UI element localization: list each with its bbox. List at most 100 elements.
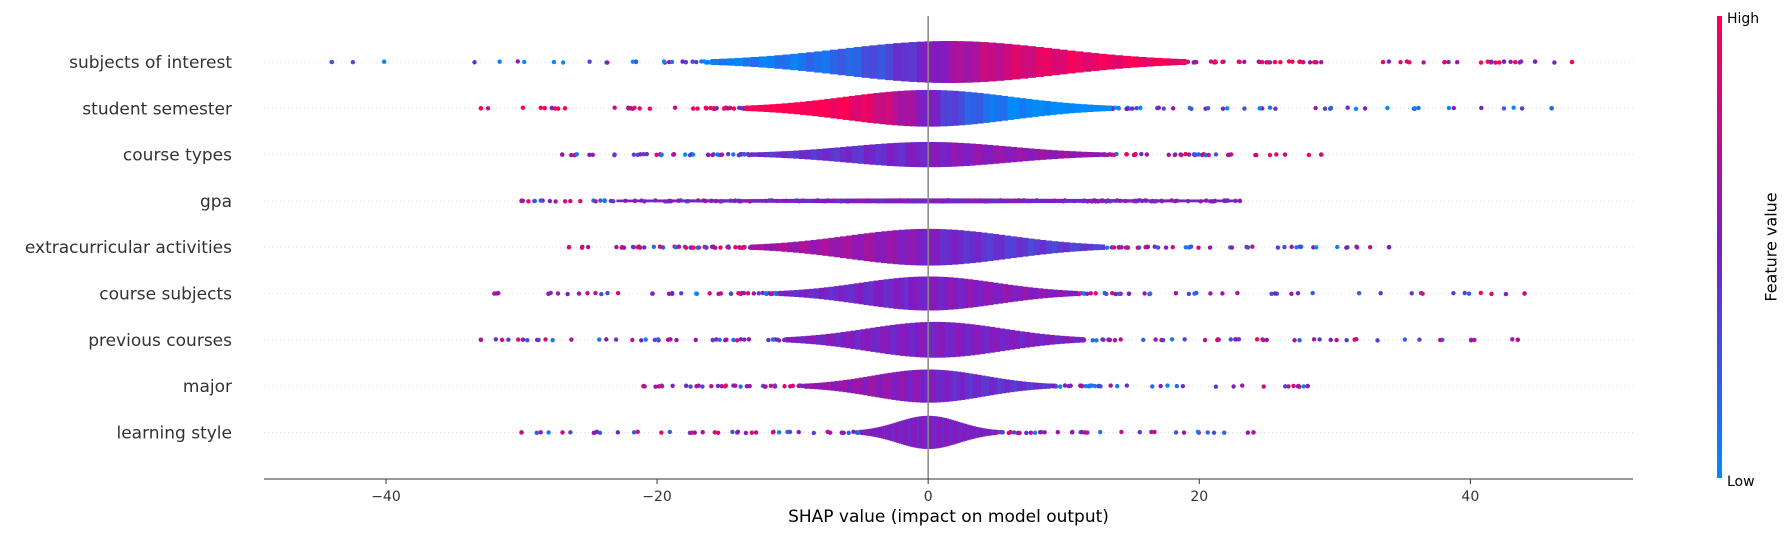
violin-strip — [840, 332, 847, 348]
shap-dot — [608, 198, 614, 204]
violin-strip — [898, 277, 904, 310]
shap-dot — [1118, 337, 1123, 342]
shap-dot — [1242, 59, 1247, 65]
violin-strip — [810, 335, 817, 345]
violin-strip — [1086, 243, 1094, 251]
shap-dot — [1485, 59, 1490, 64]
shap-dot — [707, 291, 712, 296]
shap-dot — [766, 337, 771, 343]
shap-dot — [1307, 60, 1313, 65]
violin-strip — [1115, 199, 1127, 203]
shap-dot — [525, 338, 530, 343]
violin-strip — [1011, 44, 1021, 80]
violin-strip — [1167, 199, 1179, 203]
shap-dot — [1319, 59, 1324, 65]
shap-dot — [1282, 244, 1287, 250]
violin-strip — [928, 276, 934, 311]
shap-dot — [1328, 337, 1333, 343]
violin-strip — [787, 150, 794, 159]
feature-label: major — [183, 377, 232, 397]
shap-dot — [1488, 60, 1494, 65]
violin-strip — [921, 416, 925, 449]
shap-dot — [1292, 338, 1297, 343]
shap-dot — [1402, 337, 1408, 342]
violin-strip — [867, 376, 872, 396]
violin-strip — [798, 53, 807, 71]
shap-dot — [1386, 244, 1392, 250]
shap-dot — [670, 383, 675, 388]
violin-strip — [657, 199, 669, 203]
violin-strip — [838, 285, 845, 302]
violin-strip — [814, 382, 819, 390]
shap-dot — [1182, 337, 1187, 342]
shap-dot — [695, 106, 700, 111]
violin-strip — [1049, 334, 1055, 345]
shap-dot — [641, 383, 646, 389]
shap-dot — [651, 244, 657, 250]
shap-dot — [737, 245, 742, 250]
violin-strip — [887, 424, 891, 441]
violin-strip — [795, 336, 802, 344]
violin-strip — [920, 369, 925, 403]
shap-dot — [568, 198, 573, 204]
shap-dot — [1412, 106, 1418, 111]
violin-strip — [1004, 329, 1011, 351]
violin-strip — [964, 41, 973, 83]
shap-dot — [1404, 59, 1410, 64]
shap-dot — [1147, 291, 1153, 296]
violin-strip — [851, 145, 859, 164]
violin-strip — [980, 42, 989, 82]
shap-dot — [705, 60, 710, 65]
violin-strip — [806, 52, 815, 72]
violin-strip — [960, 372, 966, 400]
violin-strip — [735, 57, 744, 67]
violin-strip — [1074, 336, 1080, 343]
shap-dot — [1479, 105, 1484, 111]
shap-dot — [1386, 59, 1392, 64]
violin-strip — [1046, 383, 1051, 389]
shap-dot — [1237, 59, 1242, 65]
shap-dot — [1213, 384, 1219, 389]
shap-dot — [723, 337, 728, 343]
violin-strip — [775, 103, 783, 113]
shap-dot — [787, 429, 793, 435]
violin-strip — [775, 243, 782, 252]
violin-strip — [894, 422, 898, 443]
violin-strip — [793, 241, 800, 253]
violin-strip — [810, 383, 815, 389]
violin-strip — [890, 324, 896, 355]
violin-strip — [763, 104, 771, 112]
shap-dot — [1264, 337, 1270, 343]
violin-strip — [883, 279, 890, 308]
violin-strip — [911, 370, 917, 403]
violin-strip — [930, 415, 934, 449]
violin-strip — [880, 426, 884, 439]
violin-strip — [800, 336, 807, 344]
violin-strip — [1072, 290, 1078, 297]
shap-dot — [1070, 429, 1075, 435]
violin-strip — [922, 141, 929, 168]
violin-strip — [873, 93, 880, 124]
shap-dot — [1301, 384, 1306, 389]
violin-strip — [968, 373, 974, 399]
violin-strip — [1045, 149, 1053, 160]
shap-dot — [1062, 383, 1068, 388]
shap-dot — [1196, 152, 1201, 157]
shap-dot — [538, 105, 543, 111]
violin-strip — [915, 90, 923, 127]
violin-strip — [939, 229, 947, 266]
shap-dot — [1080, 291, 1086, 296]
violin-strip — [1016, 237, 1023, 258]
shap-dot — [1313, 105, 1318, 111]
violin-strip — [1156, 199, 1168, 203]
violin-strip — [857, 145, 865, 164]
shap-dot — [741, 244, 746, 250]
violin-strip — [1033, 382, 1039, 390]
shap-dot — [668, 337, 673, 342]
violin-strip — [932, 369, 937, 403]
violin-strip — [840, 146, 847, 163]
violin-strip — [1051, 48, 1060, 76]
violin-strip — [903, 370, 909, 402]
violin-strip — [1045, 240, 1053, 254]
violin-strip — [895, 324, 901, 356]
